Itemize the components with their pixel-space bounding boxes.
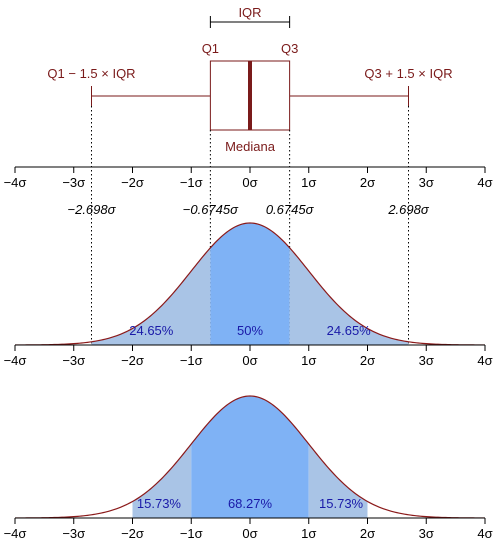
upper-whisker-value-label: 2.698σ [387, 202, 430, 217]
axis-tick-label: 1σ [301, 526, 316, 541]
percentage-label: 24.65% [327, 323, 372, 338]
axis-tick-label: 4σ [477, 526, 492, 541]
lower-whisker-value-label: −2.698σ [68, 202, 117, 217]
shaded-region [91, 247, 211, 345]
axis-tick-label: −3σ [62, 175, 85, 190]
axis-boxplot: −4σ −3σ −2σ −1σ 0σ 1σ 2σ 3σ 4σ [4, 166, 493, 190]
axis-tick-label: 3σ [419, 526, 434, 541]
axis-tick-label: 3σ [419, 175, 434, 190]
normal-curve [14, 395, 486, 519]
axis-tick-label: −1σ [180, 353, 203, 368]
axis-tick-label: 2σ [360, 353, 375, 368]
axis-tick-label: 2σ [360, 175, 375, 190]
axis-tick-label: −2σ [121, 353, 144, 368]
lower-whisker-label: Q1 − 1.5 × IQR [47, 66, 135, 81]
axis-tick-label: 1σ [301, 353, 316, 368]
normal-curve-iqr-panel: 24.65% 50% 24.65% [14, 222, 486, 346]
percentage-label: 68.27% [228, 496, 273, 511]
q1-value-label: −0.6745σ [183, 202, 239, 217]
shaded-region [191, 396, 309, 518]
axis-tick-label: 2σ [360, 526, 375, 541]
percentage-label: 15.73% [137, 496, 182, 511]
shaded-region [289, 247, 409, 345]
axis-tick-label: −4σ [4, 175, 27, 190]
median-label: Mediana [225, 139, 276, 154]
axis-tick-label: −4σ [4, 526, 27, 541]
percentage-label: 50% [237, 323, 263, 338]
normal-curve-sigma-panel: 15.73% 68.27% 15.73% [14, 395, 486, 519]
axis-tick-label: 4σ [477, 353, 492, 368]
iqr-label: IQR [238, 5, 261, 20]
q3-label: Q3 [281, 41, 298, 56]
axis-tick-label: 0σ [242, 175, 257, 190]
axis-tick-label: 0σ [242, 353, 257, 368]
normal-curve [14, 222, 486, 346]
axis-tick-label: −4σ [4, 353, 27, 368]
axis-tick-label: −2σ [121, 175, 144, 190]
axis-tick-label: 3σ [419, 353, 434, 368]
axis-tick-label: 4σ [477, 175, 492, 190]
axis-tick-label: 0σ [242, 526, 257, 541]
axis-tick-label: −1σ [180, 526, 203, 541]
axis-tick-label: −2σ [121, 526, 144, 541]
percentage-label: 24.65% [129, 323, 174, 338]
axis-tick-label: −3σ [62, 526, 85, 541]
percentage-label: 15.73% [319, 496, 364, 511]
axis-tick-label: 1σ [301, 175, 316, 190]
shaded-region [210, 223, 290, 345]
axis-tick-label: −1σ [180, 175, 203, 190]
upper-whisker-label: Q3 + 1.5 × IQR [364, 66, 452, 81]
boxplot: IQR Q1 Q3 Q1 − 1.5 × IQR Q3 + 1.5 × IQR … [47, 5, 452, 217]
q3-value-label: 0.6745σ [266, 202, 315, 217]
axis-tick-label: −3σ [62, 353, 85, 368]
q1-label: Q1 [202, 41, 219, 56]
axis-sigma-panel: −4σ −3σ −2σ −1σ 0σ 1σ 2σ 3σ 4σ [4, 517, 493, 541]
axis-iqr-panel: −4σ −3σ −2σ −1σ 0σ 1σ 2σ 3σ 4σ [4, 344, 493, 368]
